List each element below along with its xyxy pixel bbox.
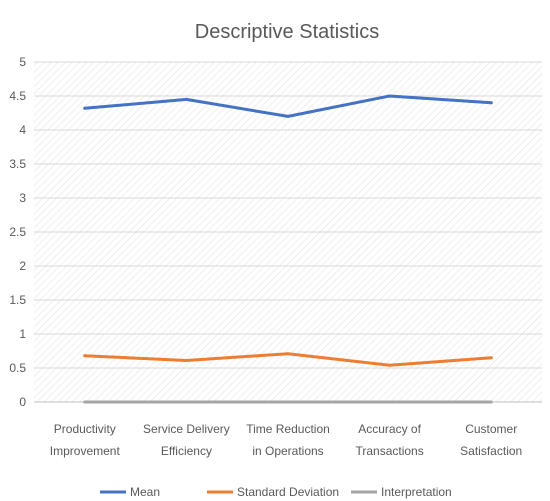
- data-point: [388, 400, 392, 404]
- y-tick-label: 5: [19, 55, 26, 69]
- x-tick-label-line: Efficiency: [161, 444, 212, 458]
- legend-item: Interpretation: [351, 485, 452, 499]
- data-point: [286, 400, 290, 404]
- x-tick-label-line: Time Reduction: [246, 422, 330, 436]
- y-tick-label: 3: [19, 191, 26, 205]
- data-point: [388, 363, 392, 367]
- x-tick-label: Accuracy of Transactions: [355, 422, 423, 458]
- y-tick-label: 2: [19, 259, 26, 273]
- data-point: [184, 97, 188, 101]
- y-tick-label: 4: [19, 123, 26, 137]
- data-point: [83, 354, 87, 358]
- legend-label: Interpretation: [381, 485, 452, 499]
- x-tick-label-line: Satisfaction: [460, 444, 522, 458]
- y-tick-label: 4.5: [9, 89, 26, 103]
- legend: Mean Standard Deviation Interpretation: [100, 485, 452, 499]
- y-tick-label: 1: [19, 327, 26, 341]
- y-axis-ticks: 0 0.5 1 1.5 2 2.5 3 3.5 4 4.5 5: [9, 55, 26, 409]
- legend-label: Mean: [130, 485, 160, 499]
- data-point: [184, 359, 188, 363]
- x-tick-label: Time Reduction in Operations: [246, 422, 330, 458]
- x-tick-label-line: Customer: [465, 422, 517, 436]
- y-tick-label: 3.5: [9, 157, 26, 171]
- legend-item: Standard Deviation: [207, 485, 339, 499]
- x-tick-label-line: Improvement: [50, 444, 121, 458]
- data-point: [388, 94, 392, 98]
- y-tick-label: 0: [19, 395, 26, 409]
- x-axis-ticks: Productivity Improvement Service Delivery E…: [50, 422, 522, 458]
- x-tick-label: Productivity Improvement: [50, 422, 121, 458]
- data-point: [489, 400, 493, 404]
- gridlines: [34, 61, 542, 403]
- x-tick-label-line: Service Delivery: [143, 422, 230, 436]
- data-point: [286, 114, 290, 118]
- data-point: [83, 106, 87, 110]
- data-point: [286, 352, 290, 356]
- x-tick-label-line: Productivity: [54, 422, 116, 436]
- legend-label: Standard Deviation: [237, 485, 339, 499]
- data-point: [489, 356, 493, 360]
- x-tick-label-line: in Operations: [252, 444, 323, 458]
- legend-item: Mean: [100, 485, 160, 499]
- y-tick-label: 1.5: [9, 293, 26, 307]
- x-tick-label: Service Delivery Efficiency: [143, 422, 230, 458]
- data-point: [184, 400, 188, 404]
- x-tick-label-line: Transactions: [355, 444, 423, 458]
- x-tick-label: Customer Satisfaction: [460, 422, 522, 458]
- series-lines: [83, 94, 493, 404]
- y-tick-label: 2.5: [9, 225, 26, 239]
- data-point: [489, 101, 493, 105]
- data-point: [83, 400, 87, 404]
- y-tick-label: 0.5: [9, 361, 26, 375]
- x-tick-label-line: Accuracy of: [358, 422, 421, 436]
- chart-title: Descriptive Statistics: [195, 21, 380, 43]
